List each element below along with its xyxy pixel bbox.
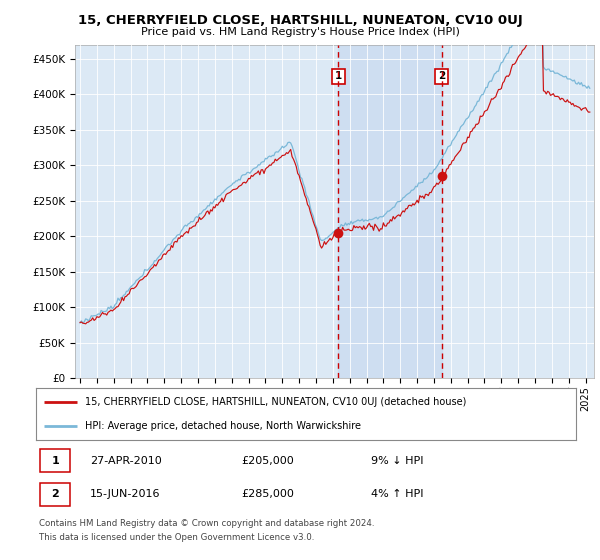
- Text: 15-JUN-2016: 15-JUN-2016: [90, 489, 161, 500]
- Text: Contains HM Land Registry data © Crown copyright and database right 2024.: Contains HM Land Registry data © Crown c…: [39, 519, 374, 528]
- Text: 2: 2: [438, 72, 445, 81]
- FancyBboxPatch shape: [40, 449, 70, 473]
- Text: £285,000: £285,000: [241, 489, 294, 500]
- Text: 9% ↓ HPI: 9% ↓ HPI: [371, 456, 424, 466]
- Text: HPI: Average price, detached house, North Warwickshire: HPI: Average price, detached house, Nort…: [85, 421, 361, 431]
- FancyBboxPatch shape: [40, 483, 70, 506]
- Text: 2: 2: [51, 489, 59, 500]
- Text: 1: 1: [51, 456, 59, 466]
- Text: This data is licensed under the Open Government Licence v3.0.: This data is licensed under the Open Gov…: [39, 533, 314, 542]
- Text: 27-APR-2010: 27-APR-2010: [90, 456, 162, 466]
- Text: 15, CHERRYFIELD CLOSE, HARTSHILL, NUNEATON, CV10 0UJ (detached house): 15, CHERRYFIELD CLOSE, HARTSHILL, NUNEAT…: [85, 397, 466, 407]
- Text: 15, CHERRYFIELD CLOSE, HARTSHILL, NUNEATON, CV10 0UJ: 15, CHERRYFIELD CLOSE, HARTSHILL, NUNEAT…: [77, 14, 523, 27]
- Bar: [338, 45, 442, 378]
- Text: 1: 1: [335, 72, 342, 81]
- Text: £205,000: £205,000: [241, 456, 294, 466]
- Text: 4% ↑ HPI: 4% ↑ HPI: [371, 489, 424, 500]
- Text: Price paid vs. HM Land Registry's House Price Index (HPI): Price paid vs. HM Land Registry's House …: [140, 27, 460, 37]
